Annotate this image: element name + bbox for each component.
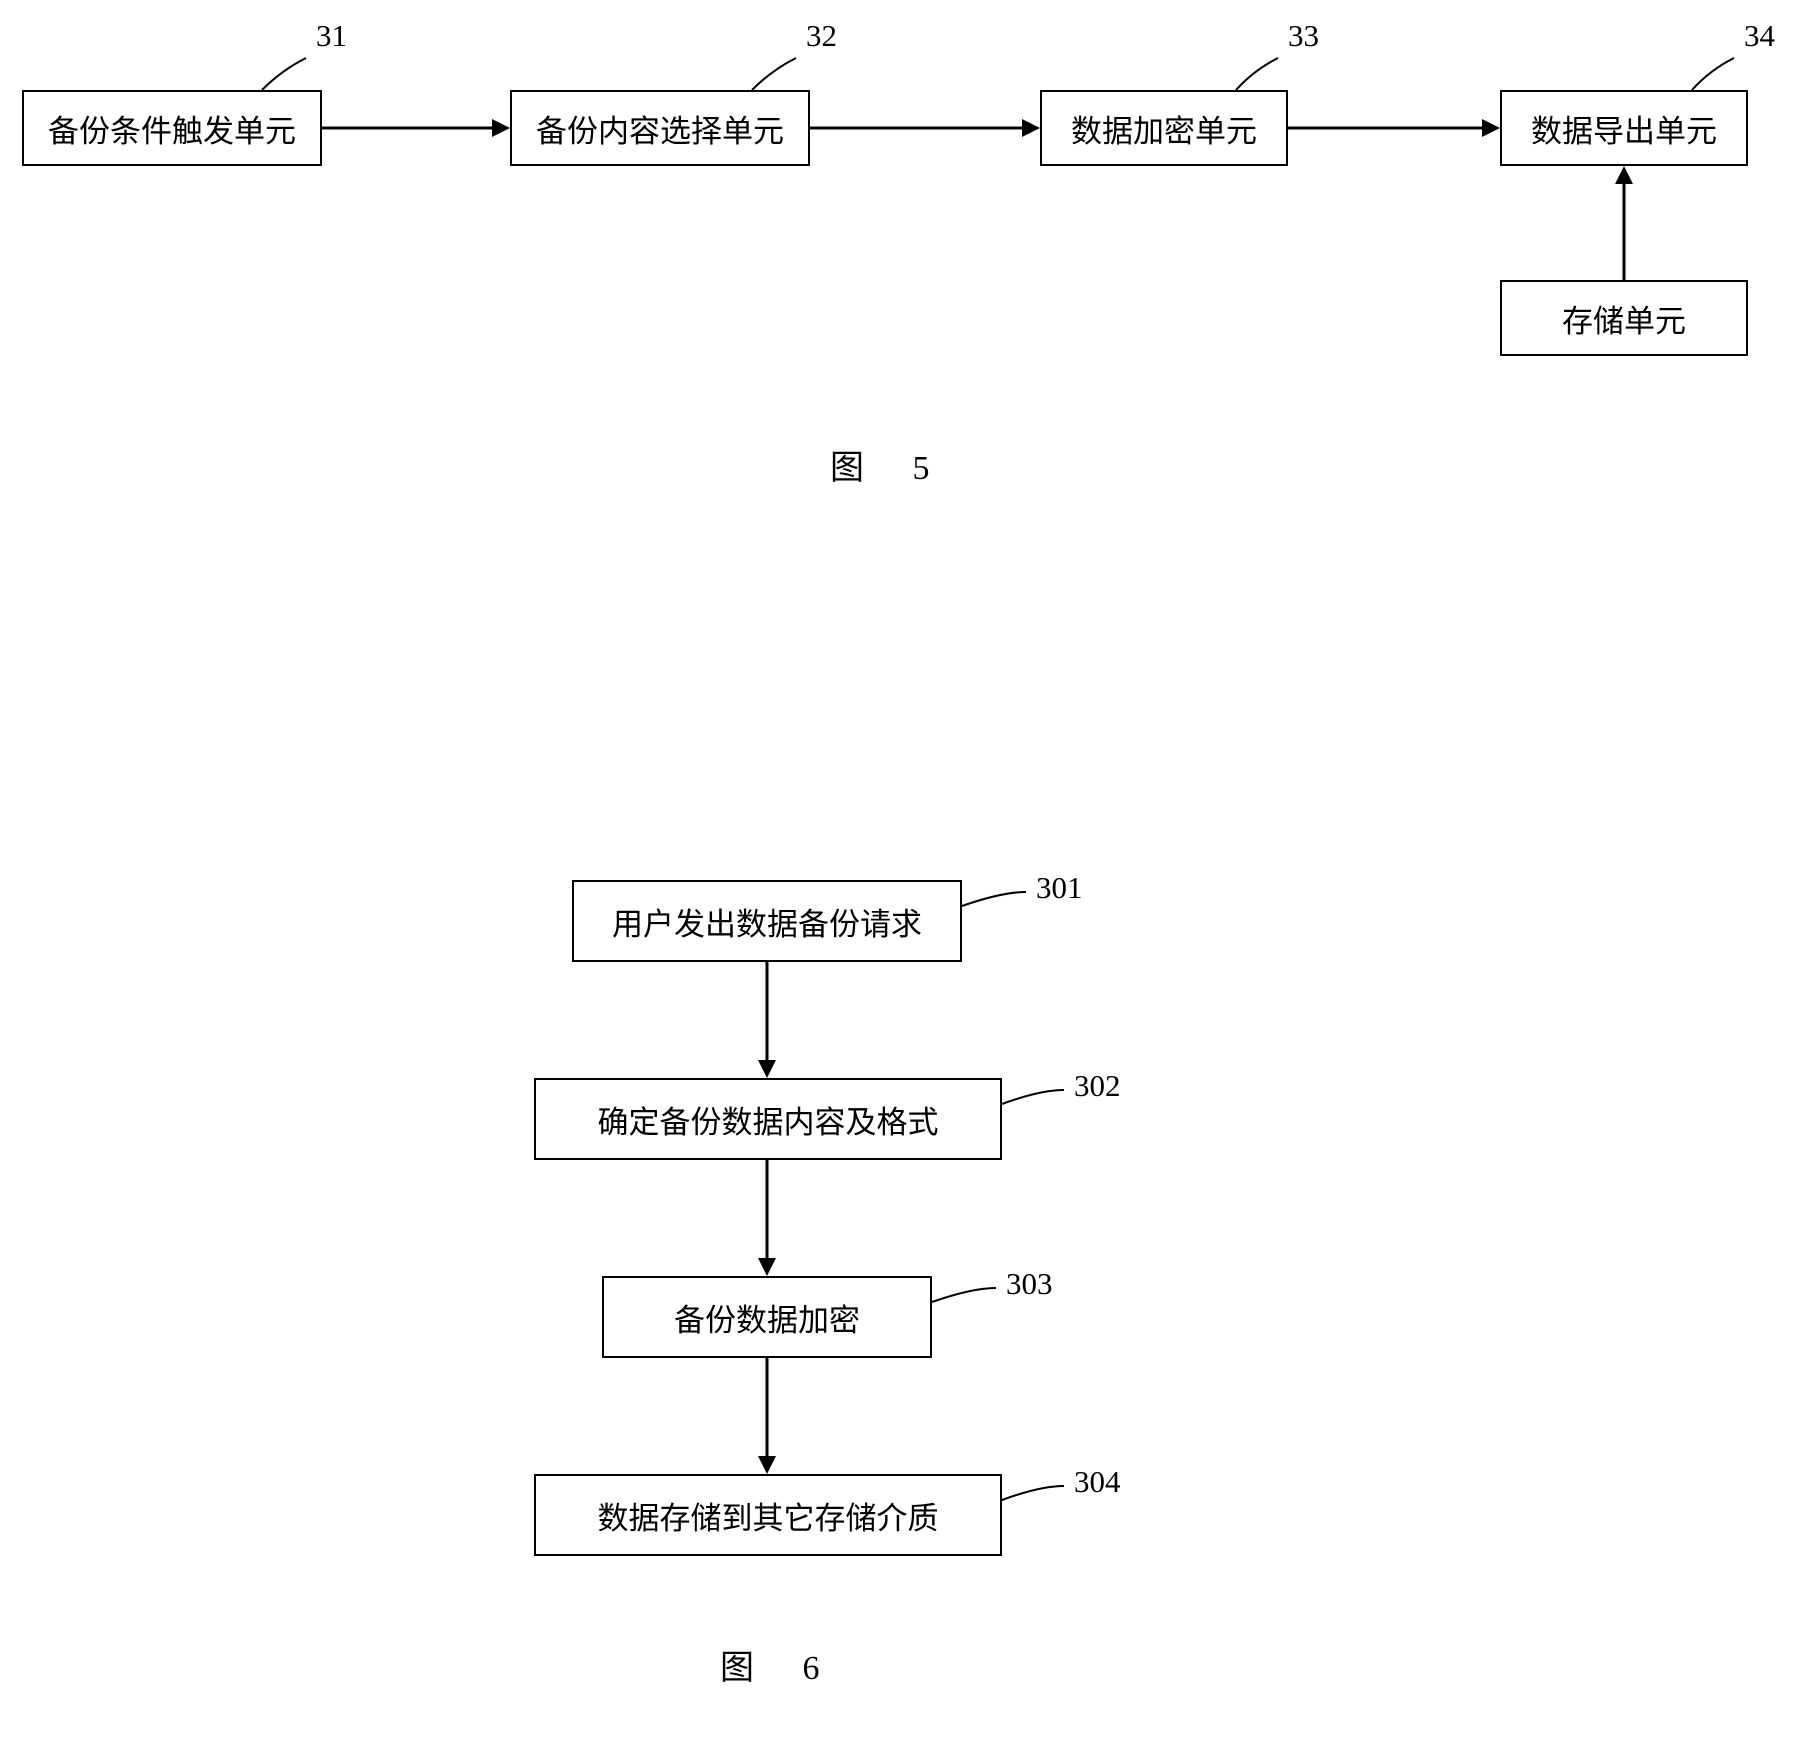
fig6-caption: 图 6: [720, 1640, 840, 1689]
fig6-node-301: 用户发出数据备份请求: [572, 880, 962, 962]
fig6-node-302-text: 确定备份数据内容及格式: [598, 1097, 939, 1142]
fig6-node-304: 数据存储到其它存储介质: [534, 1474, 1002, 1556]
fig5-node-32-text: 备份内容选择单元: [536, 106, 784, 151]
fig6-node-303: 备份数据加密: [602, 1276, 932, 1358]
fig6-node-304-text: 数据存储到其它存储介质: [598, 1493, 939, 1538]
fig5-node-32: 备份内容选择单元: [510, 90, 810, 166]
fig5-label-31: 31: [316, 18, 347, 54]
fig5-node-33: 数据加密单元: [1040, 90, 1288, 166]
fig6-node-303-text: 备份数据加密: [674, 1295, 860, 1340]
diagram-canvas: 备份条件触发单元 备份内容选择单元 数据加密单元 数据导出单元 存储单元 31 …: [0, 0, 1807, 1749]
fig6-label-304: 304: [1074, 1464, 1121, 1500]
fig5-node-storage-text: 存储单元: [1562, 296, 1686, 341]
fig5-caption: 图 5: [830, 440, 950, 489]
fig6-label-301: 301: [1036, 870, 1083, 906]
fig5-label-32: 32: [806, 18, 837, 54]
fig6-label-303: 303: [1006, 1266, 1053, 1302]
fig5-node-34: 数据导出单元: [1500, 90, 1748, 166]
fig6-label-302: 302: [1074, 1068, 1121, 1104]
fig5-label-34: 34: [1744, 18, 1775, 54]
fig6-node-301-text: 用户发出数据备份请求: [612, 899, 922, 944]
fig5-node-31: 备份条件触发单元: [22, 90, 322, 166]
fig5-node-31-text: 备份条件触发单元: [48, 106, 296, 151]
fig5-node-storage: 存储单元: [1500, 280, 1748, 356]
fig5-node-34-text: 数据导出单元: [1531, 106, 1717, 151]
fig5-node-33-text: 数据加密单元: [1071, 106, 1257, 151]
fig5-label-33: 33: [1288, 18, 1319, 54]
fig6-node-302: 确定备份数据内容及格式: [534, 1078, 1002, 1160]
